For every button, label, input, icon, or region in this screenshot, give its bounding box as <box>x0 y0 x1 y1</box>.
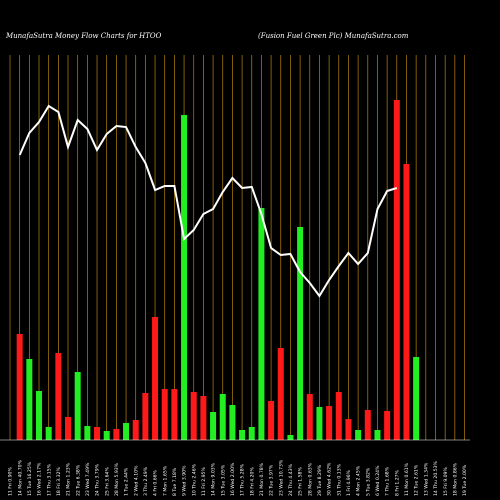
money-flow-bar <box>355 430 362 440</box>
x-tick-label: 4 Fri 0.66% <box>153 469 159 496</box>
x-tick-label: 22 Tue 3.97% <box>269 464 275 496</box>
x-tick-label: 18 Fri 3.32% <box>56 467 62 496</box>
money-flow-bar <box>55 353 62 440</box>
x-tick-label: 19 Tue 2.00% <box>462 464 468 496</box>
x-tick-label: 14 Thu 20.53% <box>433 460 439 496</box>
money-flow-bar <box>393 100 400 440</box>
money-flow-bar <box>345 419 352 440</box>
money-flow-bar <box>103 431 110 440</box>
x-tick-label: 3 Thu 2.49% <box>143 466 149 496</box>
x-tick-label: 4 Mon 2.45% <box>356 465 362 496</box>
x-tick-label: 25 Fri 3.64% <box>104 467 110 496</box>
chart-title-left: MunafaSutra Money Flow Charts for HTOO <box>5 32 162 40</box>
x-tick-label: 28 Mon 5.93% <box>114 462 120 496</box>
money-flow-bar <box>316 407 323 440</box>
x-tick-label: 25 Fri 1.58% <box>298 467 304 496</box>
x-tick-label: 8 Fri 1.27% <box>394 469 400 496</box>
x-tick-label: 15 Tue 16.25% <box>27 461 33 496</box>
money-flow-bar <box>335 392 342 440</box>
x-tick-label: 18 Fri 4.20% <box>249 467 255 496</box>
money-flow-bar <box>364 410 371 440</box>
x-tick-label: 22 Tue 6.38% <box>75 464 81 496</box>
x-tick-label: 28 Mon 0.63% <box>307 462 313 496</box>
money-flow-bar <box>219 394 226 440</box>
x-tick-label: 9 Wed 3.90% <box>182 465 188 496</box>
money-flow-bar <box>403 164 410 440</box>
money-flow-bar <box>287 435 294 440</box>
money-flow-bar <box>94 427 101 440</box>
money-flow-bar <box>142 393 149 440</box>
money-flow-bar <box>306 394 313 440</box>
x-tick-label: 11 Fri 2.95% <box>201 467 207 496</box>
money-flow-bar <box>171 389 178 440</box>
money-flow-bar <box>248 427 255 440</box>
money-flow-bar <box>84 426 91 440</box>
x-tick-label: 17 Thu 5.28% <box>240 463 246 496</box>
x-tick-label: 21 Mon 0.78% <box>259 462 265 496</box>
x-tick-label: 16 Wed 2.17% <box>37 462 43 496</box>
chart-title-right: (Fusion Fuel Green Plc) MunafaSutra.com <box>258 32 409 40</box>
x-tick-label: 16 Wed 2.00% <box>230 462 236 496</box>
x-tick-label: 5 Tue 3.82% <box>365 467 371 496</box>
money-flow-bar <box>326 406 333 440</box>
x-tick-label: 21 Mon 1.23% <box>66 462 72 496</box>
money-flow-bar <box>239 430 246 440</box>
x-tick-label: 24 Thu 4.43% <box>288 463 294 496</box>
gridlines <box>9 55 465 440</box>
x-tick-label: 24 Thu 3.79% <box>95 463 101 496</box>
money-flow-bar <box>297 227 304 440</box>
price-line <box>18 104 398 298</box>
x-tick-label: 23 Wed 7.49% <box>85 462 91 496</box>
money-flow-bar <box>190 392 197 440</box>
x-tick-label: 15 Fri 9.09% <box>443 467 449 496</box>
money-flow-bar <box>277 348 284 440</box>
money-flow-bar <box>210 412 217 440</box>
money-flow-bar <box>374 430 381 440</box>
money-flow-bar <box>200 396 207 440</box>
money-flow-bar <box>413 357 420 440</box>
money-flow-bar <box>74 372 81 440</box>
x-tick-label: 6 Wed 0.24% <box>375 465 381 496</box>
money-flow-bar <box>36 391 43 440</box>
money-flow-bar <box>45 427 52 440</box>
money-flow-bar <box>123 423 130 440</box>
x-tick-label: 1 Tue 2.44% <box>124 467 130 496</box>
money-flow-bars <box>16 100 420 440</box>
money-flow-bar <box>26 359 33 440</box>
x-tick-label: 30 Wed 4.62% <box>327 462 333 496</box>
x-tick-label: 14 Mon 40.70% <box>17 459 23 496</box>
x-tick-label: 7 Thu 1.68% <box>385 466 391 496</box>
money-flow-bar <box>268 401 275 440</box>
x-tick-label: 31 Thu 0.13% <box>336 463 342 496</box>
money-flow-bar <box>113 429 120 440</box>
x-tick-label: 1 Fri 4.96% <box>346 469 352 496</box>
x-tick-label: 13 Wed 1.34% <box>423 462 429 496</box>
x-tick-label: 14 Mon 9.03% <box>211 462 217 496</box>
money-flow-bar <box>16 334 23 440</box>
money-flow-bar <box>152 317 159 440</box>
money-flow-bar <box>229 405 236 440</box>
money-flow-bar <box>132 420 139 440</box>
money-flow-bar <box>181 115 188 440</box>
money-flow-bar <box>384 411 391 440</box>
x-tick-label: 17 Thu 3.15% <box>46 463 52 496</box>
x-tick-label: 11 Fri 0.90% <box>8 467 14 496</box>
x-tick-label: 29 Tue 8.29% <box>317 464 323 496</box>
x-tick-label: 18 Mon 0.86% <box>452 462 458 496</box>
x-tick-labels: 11 Fri 0.90% 14 Mon 40.70% 15 Tue 16.25% 16… <box>8 459 468 496</box>
x-tick-label: 12 Tue 2.61% <box>414 464 420 496</box>
x-tick-label: 11 Mon 0.61% <box>404 462 410 496</box>
money-flow-bar <box>65 417 72 440</box>
x-tick-label: 23 Wed 10.73% <box>278 459 284 496</box>
x-tick-label: 15 Tue 3.05% <box>220 464 226 496</box>
x-tick-label: 10 Thu 2.46% <box>191 463 197 496</box>
money-flow-bar <box>258 208 265 440</box>
x-tick-label: 8 Tue 7.18% <box>172 467 178 496</box>
x-tick-label: 2 Wed 4.10% <box>133 465 139 496</box>
x-tick-label: 7 Mon 1.65% <box>162 465 168 496</box>
money-flow-bar <box>161 389 168 440</box>
